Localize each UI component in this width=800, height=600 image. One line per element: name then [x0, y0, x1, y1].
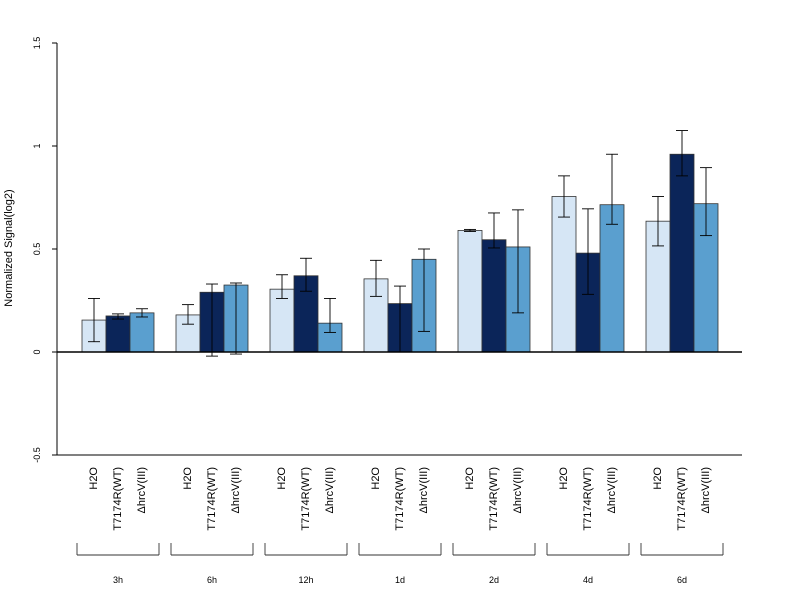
- group-label: 6h: [207, 575, 217, 585]
- bar: [105, 315, 131, 353]
- x-category-label: H2O: [464, 467, 476, 490]
- group-label: 3h: [113, 575, 123, 585]
- bar: [129, 312, 155, 353]
- x-category-label: T7174R(WT): [300, 467, 312, 531]
- x-category-label: ΔhrcV(III): [606, 467, 618, 513]
- bar: [599, 204, 625, 353]
- y-axis-label: Normalized Signal(log2): [3, 189, 15, 306]
- x-category-label: T7174R(WT): [394, 467, 406, 531]
- group-label: 1d: [395, 575, 405, 585]
- y-tick-label: 0: [32, 349, 42, 354]
- x-category-label: T7174R(WT): [488, 467, 500, 531]
- bar: [269, 288, 295, 353]
- bar: [317, 322, 343, 353]
- x-category-label: T7174R(WT): [676, 467, 688, 531]
- x-category-label: H2O: [558, 467, 570, 490]
- x-category-label: H2O: [276, 467, 288, 490]
- group-label: 12h: [298, 575, 313, 585]
- x-category-label: H2O: [182, 467, 194, 490]
- x-category-label: ΔhrcV(III): [324, 467, 336, 513]
- bar: [551, 196, 577, 353]
- group-label: 4d: [583, 575, 593, 585]
- x-category-label: T7174R(WT): [206, 467, 218, 531]
- x-category-label: ΔhrcV(III): [136, 467, 148, 513]
- group-label: 2d: [489, 575, 499, 585]
- x-category-label: ΔhrcV(III): [700, 467, 712, 513]
- bar: [457, 230, 483, 353]
- group-label: 6d: [677, 575, 687, 585]
- y-tick-label: 0.5: [32, 243, 42, 256]
- y-tick-label: 1: [32, 143, 42, 148]
- bar: [669, 153, 695, 353]
- bar: [481, 239, 507, 353]
- x-category-label: H2O: [652, 467, 664, 490]
- plot-area: -0.5 0 0.5 1 1.5 H2O T7174R(WT) ΔhrcV(III) 3h H2O…: [32, 37, 742, 585]
- y-tick-label: 1.5: [32, 37, 42, 50]
- x-category-label: H2O: [370, 467, 382, 490]
- x-category-label: ΔhrcV(III): [418, 467, 430, 513]
- x-category-label: ΔhrcV(III): [512, 467, 524, 513]
- x-category-label: H2O: [88, 467, 100, 490]
- y-tick-label: -0.5: [32, 447, 42, 463]
- x-category-label: ΔhrcV(III): [230, 467, 242, 513]
- x-category-label: T7174R(WT): [582, 467, 594, 531]
- x-category-label: T7174R(WT): [112, 467, 124, 531]
